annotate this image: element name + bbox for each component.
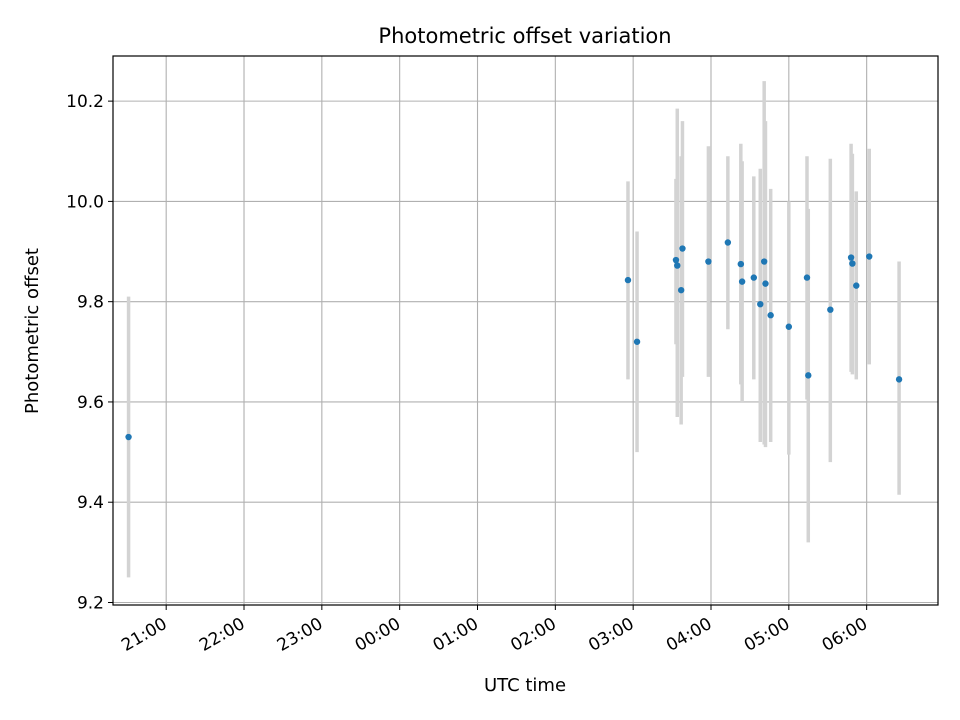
grid-lines [113, 56, 938, 605]
y-tick-label: 9.6 [77, 393, 104, 413]
plot-frame [112, 55, 939, 606]
y-tick-label: 10.2 [66, 92, 104, 112]
data-point [803, 274, 811, 281]
data-point [738, 278, 746, 285]
x-axis-label: UTC time [484, 675, 566, 696]
y-axis-label: Photometric offset [22, 248, 43, 414]
y-tick-label: 9.8 [77, 293, 104, 313]
data-point [674, 262, 681, 269]
data-point [866, 253, 873, 260]
data-point [827, 306, 834, 313]
data-point [624, 276, 632, 284]
data-point [633, 338, 641, 345]
data-point [679, 245, 686, 252]
data-point [672, 256, 680, 264]
y-tick-label: 10.0 [66, 192, 104, 212]
y-tick-label: 9.4 [77, 493, 104, 513]
data-point [853, 282, 860, 289]
data-point [760, 258, 768, 265]
data-point [767, 312, 774, 319]
data-point [724, 239, 732, 246]
data-point [849, 260, 856, 267]
data-point [805, 372, 812, 379]
data-point [757, 300, 764, 308]
data-point [737, 260, 745, 268]
data-point [762, 280, 769, 287]
y-axis-ticks: 9.2 9.4 9.6 9.8 10.0 10.2 [66, 92, 113, 613]
data-point [705, 258, 712, 265]
chart-title: Photometric offset variation [378, 24, 671, 48]
data-point [750, 274, 758, 281]
data-points [125, 239, 903, 441]
y-tick-label: 9.2 [77, 593, 104, 613]
data-point [847, 254, 855, 261]
data-point [677, 286, 685, 294]
data-point [785, 323, 793, 330]
data-point [895, 376, 903, 383]
data-point [125, 433, 132, 441]
